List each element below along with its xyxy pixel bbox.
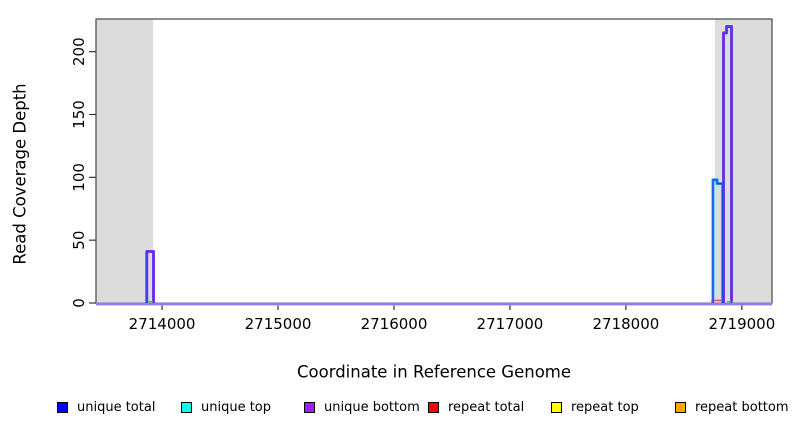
legend-label-repeat-top: repeat top <box>571 399 639 415</box>
x-tick-label: 2719000 <box>708 315 775 333</box>
legend-swatch-unique-bottom <box>304 401 315 413</box>
legend-item-repeat-top: repeat top <box>551 398 639 416</box>
legend-item-unique-bottom: unique bottom <box>304 398 420 416</box>
y-tick-label: 150 <box>70 100 88 129</box>
plot-border <box>95 18 773 304</box>
x-axis-title: Coordinate in Reference Genome <box>296 362 572 382</box>
legend-swatch-unique-top <box>181 401 192 413</box>
x-tick-label: 2714000 <box>129 315 196 333</box>
legend-label-repeat-total: repeat total <box>448 399 525 415</box>
x-tick-label: 2717000 <box>477 315 544 333</box>
legend-swatch-unique-total <box>57 401 68 413</box>
legend-item-repeat-total: repeat total <box>428 398 524 416</box>
legend-swatch-repeat-bottom <box>675 401 686 413</box>
legend-label-unique-total: unique total <box>77 399 156 415</box>
x-tick-label: 2716000 <box>361 315 428 333</box>
legend-label-unique-bottom: unique bottom <box>324 399 420 415</box>
legend-item-repeat-bottom: repeat bottom <box>675 398 789 416</box>
y-tick-label: 200 <box>70 37 88 66</box>
legend-swatch-repeat-top <box>551 401 562 413</box>
legend-swatch-repeat-total <box>428 401 439 413</box>
legend-label-repeat-bottom: repeat bottom <box>695 399 789 415</box>
series-unique-total <box>146 25 733 303</box>
y-tick-label: 50 <box>70 231 88 250</box>
x-tick-label: 2715000 <box>245 315 312 333</box>
y-tick-label: 0 <box>70 298 88 308</box>
legend-item-unique-top: unique top <box>181 398 271 416</box>
masked-region <box>96 19 154 303</box>
coverage-plot: 2714000 2715000 2716000 2717000 2718000 27190… <box>70 18 775 333</box>
y-tick-label: 100 <box>70 163 88 192</box>
legend-item-unique-total: unique total <box>57 398 155 416</box>
legend-label-unique-top: unique top <box>201 399 272 415</box>
y-axis-title: Read Coverage Depth <box>10 83 30 265</box>
x-tick-label: 2718000 <box>592 315 659 333</box>
legend: unique total unique top unique bottom re… <box>0 398 792 418</box>
series-unique-bottom <box>145 25 734 303</box>
